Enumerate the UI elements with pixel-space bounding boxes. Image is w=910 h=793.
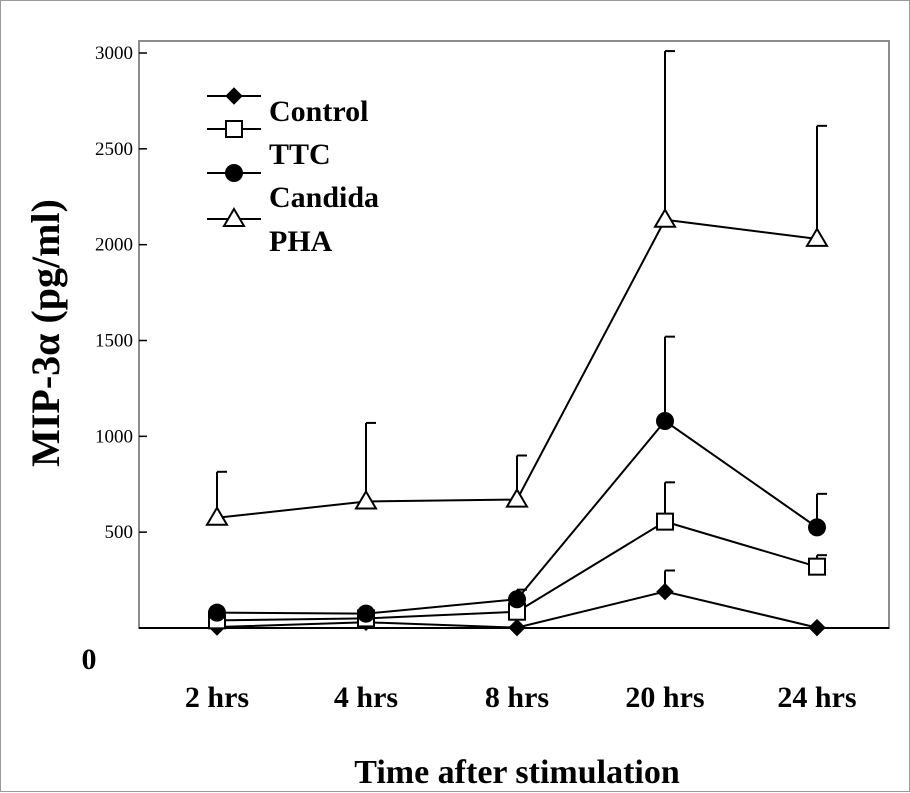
legend-label-ttc: TTC [269,138,331,171]
y-tick-label: 2000 [95,235,133,256]
series-line-candida [216,419,818,615]
y-axis-ticks: 3000 2500 2000 1500 1000 500 [95,43,147,543]
data-point-control [508,618,526,637]
data-point-candida [208,603,226,622]
legend-label-control: Control [269,95,368,128]
y-zero-label: 0 [82,643,97,676]
legend-label-candida: Candida [269,181,379,214]
data-point-pha [653,207,677,228]
data-point-pha [205,505,229,526]
x-tick-label: 4 hrs [334,681,398,714]
data-point-ttc [808,557,826,576]
x-tick-label: 20 hrs [625,681,704,714]
y-tick-label: 3000 [95,43,133,64]
legend-marker-pha [222,207,246,227]
legend-marker-control [225,87,243,105]
y-axis-title: MIP-3α (pg/ml) [23,199,68,467]
series-markers [205,207,829,637]
x-tick-label: 8 hrs [485,681,549,714]
data-point-candida [808,518,826,537]
y-tick-label: 1500 [95,331,133,352]
data-point-ttc [656,512,674,531]
data-point-pha [354,489,378,510]
data-point-pha [805,226,829,247]
x-tick-label: 2 hrs [185,681,249,714]
data-point-control [656,582,674,601]
x-tick-label: 24 hrs [777,681,856,714]
legend: Control TTC Candida PHA [207,87,379,258]
x-axis-ticks: 2 hrs 4 hrs 8 hrs 20 hrs 24 hrs [185,681,857,714]
legend-label-pha: PHA [269,225,333,258]
legend-marker-candida [225,164,243,182]
x-axis-title: Time after stimulation [354,754,680,791]
y-tick-label: 500 [105,522,134,543]
series-lines [216,218,818,629]
data-point-candida [508,590,526,609]
data-point-pha [505,487,529,508]
legend-marker-ttc [225,120,243,138]
error-bars [216,50,827,600]
y-tick-label: 1000 [95,426,133,447]
data-point-candida [656,412,674,430]
y-tick-label: 2500 [95,139,133,160]
data-point-candida [357,604,375,623]
data-point-control [808,618,826,637]
